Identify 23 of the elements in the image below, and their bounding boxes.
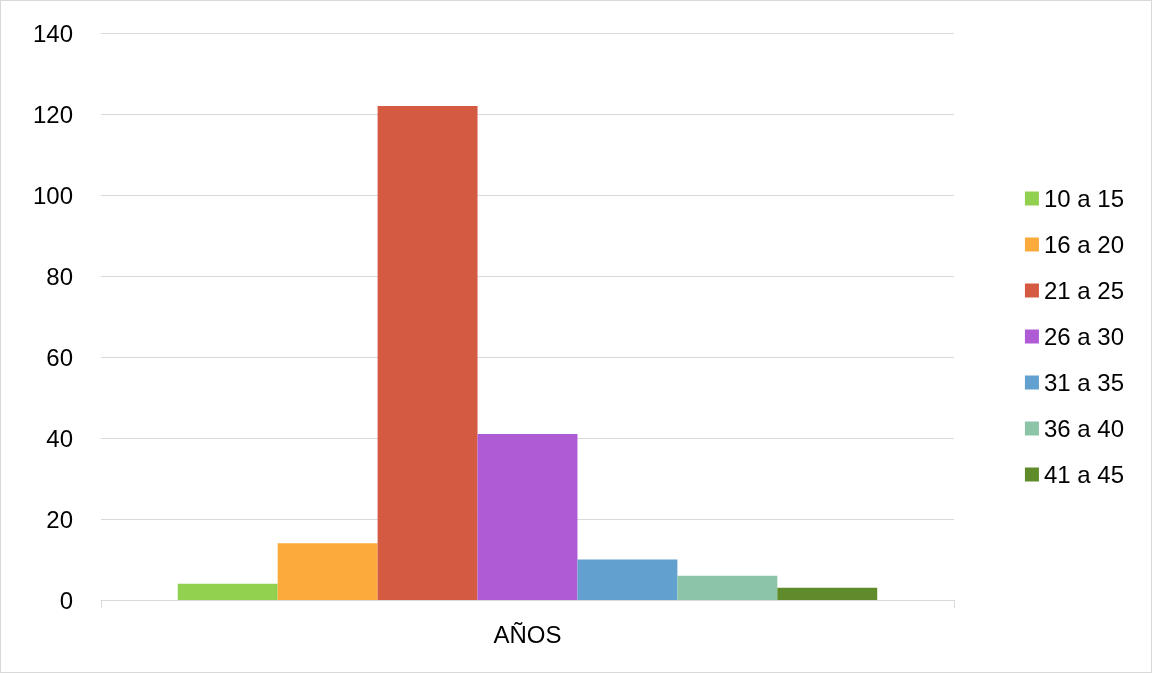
bar [477, 433, 578, 600]
legend-label: 26 a 30 [1043, 323, 1124, 350]
bar [177, 583, 278, 600]
bar [377, 105, 478, 600]
bar [577, 559, 678, 600]
legend-label: 10 a 15 [1043, 185, 1124, 212]
y-tick-label: 20 [46, 505, 73, 533]
y-tick-label: 40 [46, 424, 73, 452]
legend-label: 31 a 35 [1043, 369, 1124, 396]
bar [777, 587, 878, 600]
y-tick-label: 140 [32, 19, 73, 47]
y-tick-label: 80 [46, 262, 73, 290]
legend-label: 16 a 20 [1043, 231, 1124, 258]
bar [277, 543, 378, 600]
y-tick-label: 60 [46, 343, 73, 371]
y-tick-label: 0 [59, 586, 73, 614]
x-tick-label: AÑOS [493, 620, 562, 648]
y-tick-label: 100 [32, 181, 73, 209]
bar [677, 575, 778, 600]
legend-label: 36 a 40 [1043, 415, 1124, 442]
y-tick-label: 120 [32, 100, 73, 128]
legend-label: 41 a 45 [1043, 461, 1124, 488]
legend-label: 21 a 25 [1043, 277, 1124, 304]
